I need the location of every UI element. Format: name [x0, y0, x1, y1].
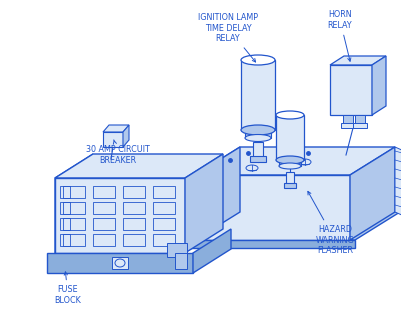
- Bar: [153, 202, 175, 214]
- Bar: [63, 234, 85, 246]
- Bar: [60, 218, 70, 230]
- Ellipse shape: [276, 156, 304, 164]
- Polygon shape: [55, 178, 185, 253]
- Bar: [175, 253, 187, 269]
- Polygon shape: [195, 175, 350, 240]
- Bar: [167, 243, 187, 257]
- Polygon shape: [330, 56, 386, 65]
- Bar: [93, 202, 115, 214]
- Polygon shape: [47, 253, 193, 273]
- Bar: [63, 218, 85, 230]
- Text: FUSE
BLOCK: FUSE BLOCK: [55, 272, 81, 305]
- Polygon shape: [195, 147, 240, 240]
- Bar: [355, 115, 365, 123]
- Bar: [284, 183, 296, 188]
- Bar: [353, 123, 367, 128]
- Bar: [241, 60, 275, 130]
- Ellipse shape: [276, 111, 304, 119]
- Bar: [279, 160, 301, 166]
- Polygon shape: [55, 154, 93, 253]
- Bar: [123, 234, 145, 246]
- Polygon shape: [103, 125, 129, 132]
- Polygon shape: [190, 212, 400, 240]
- Text: HAZARD
WARNING
FLASHER: HAZARD WARNING FLASHER: [308, 191, 354, 255]
- Bar: [153, 186, 175, 198]
- Ellipse shape: [279, 163, 301, 169]
- Bar: [60, 186, 70, 198]
- Polygon shape: [193, 229, 231, 273]
- Bar: [93, 234, 115, 246]
- Bar: [276, 115, 304, 160]
- Bar: [245, 130, 271, 138]
- Bar: [153, 218, 175, 230]
- Bar: [123, 202, 145, 214]
- Ellipse shape: [241, 55, 275, 65]
- Bar: [103, 132, 123, 147]
- Text: IGNITION LAMP
TIME DELAY
RELAY: IGNITION LAMP TIME DELAY RELAY: [198, 13, 258, 62]
- Polygon shape: [123, 125, 129, 147]
- Bar: [60, 202, 70, 214]
- Polygon shape: [190, 240, 355, 248]
- Bar: [63, 186, 85, 198]
- Polygon shape: [195, 147, 395, 175]
- Bar: [343, 115, 353, 123]
- Bar: [60, 234, 70, 246]
- Bar: [93, 186, 115, 198]
- Bar: [123, 218, 145, 230]
- Polygon shape: [395, 147, 401, 220]
- Bar: [63, 202, 85, 214]
- Polygon shape: [372, 56, 386, 115]
- Bar: [93, 218, 115, 230]
- Polygon shape: [185, 154, 223, 253]
- Bar: [286, 172, 294, 184]
- Ellipse shape: [241, 125, 275, 135]
- Text: 30 AMP CIRCUIT
BREAKER: 30 AMP CIRCUIT BREAKER: [86, 140, 150, 165]
- Text: HORN
RELAY: HORN RELAY: [328, 10, 352, 61]
- Polygon shape: [350, 147, 395, 240]
- Bar: [153, 234, 175, 246]
- Bar: [123, 186, 145, 198]
- Bar: [250, 156, 266, 162]
- Polygon shape: [55, 154, 223, 178]
- Polygon shape: [330, 65, 372, 115]
- Bar: [341, 123, 355, 128]
- Bar: [112, 257, 128, 269]
- Ellipse shape: [245, 134, 271, 141]
- Bar: [253, 142, 263, 157]
